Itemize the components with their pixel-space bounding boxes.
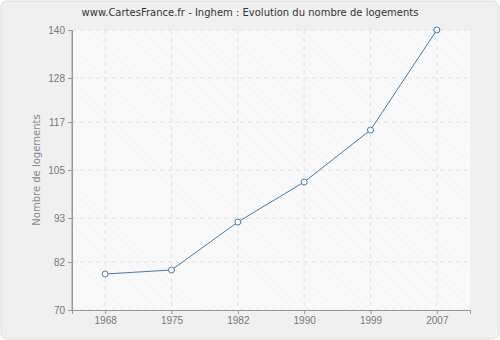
tick: 1968 (95, 310, 118, 326)
chart: 70 82 93 105 117 128 140 1968 1975 1982 1990 1999 20… (0, 0, 500, 340)
tick-mark (68, 262, 72, 263)
tick-mark (68, 122, 72, 123)
tick-mark (68, 310, 72, 311)
axis-line (68, 31, 73, 311)
marker (434, 27, 440, 33)
tick-label: 82 (54, 257, 66, 268)
grid-line (105, 30, 106, 310)
plot-area (72, 30, 470, 310)
tick-label: 93 (54, 213, 66, 224)
tick-label: 117 (49, 117, 65, 128)
background (1, 1, 499, 339)
tick-mark (68, 170, 72, 171)
marker (301, 179, 307, 185)
tick-label: 105 (48, 165, 65, 176)
grid (72, 30, 470, 310)
grid-line (237, 30, 238, 310)
axis-line (72, 30, 73, 310)
tick-label: 1975 (161, 315, 184, 326)
x-axis: 1968 1975 1982 1990 1999 2007 (73, 310, 471, 326)
tick-mark (172, 310, 173, 314)
series (102, 27, 440, 277)
tick: 70 (54, 305, 72, 316)
tick-mark (105, 310, 106, 314)
grid-line (370, 30, 371, 310)
tick-label: 70 (54, 305, 66, 316)
grid-line (72, 122, 470, 123)
line (105, 30, 437, 274)
tick-mark (304, 310, 305, 314)
grid-line (304, 30, 305, 310)
grid-line (72, 78, 470, 79)
tick: 1975 (161, 310, 184, 326)
tick-mark (68, 30, 72, 31)
grid-line (436, 30, 437, 310)
tick-mark (371, 310, 372, 314)
tick: 140 (48, 25, 72, 36)
tick: 1990 (294, 310, 317, 326)
tick-mark (437, 310, 438, 314)
marker (169, 267, 175, 273)
tick-label: 2007 (426, 315, 449, 326)
grid-line (72, 218, 470, 219)
title: www.CartesFrance.fr - Inghem : Evolution… (82, 7, 419, 18)
tick: 82 (54, 257, 72, 268)
tick-mark (68, 78, 72, 79)
y-axis-title: Nombre de logements (31, 114, 42, 225)
tick: 1999 (360, 310, 383, 326)
grid-line (72, 262, 470, 263)
tick-label: 1982 (227, 315, 250, 326)
marker (102, 271, 108, 277)
tick-label: 1999 (360, 315, 383, 326)
y-axis: 70 82 93 105 117 128 140 (48, 25, 72, 316)
tick-label: 1968 (95, 315, 118, 326)
tick: 128 (48, 73, 72, 84)
tick: 1982 (227, 310, 250, 326)
tick-mark (68, 218, 72, 219)
tick-label: 1990 (294, 315, 317, 326)
axis-line (73, 311, 471, 315)
tick: 2007 (426, 310, 449, 326)
tick-mark (238, 310, 239, 314)
tick: 117 (49, 117, 72, 128)
tick: 93 (54, 213, 72, 224)
tick-label: 140 (48, 25, 65, 36)
marker (368, 127, 374, 133)
tick-label: 128 (48, 73, 65, 84)
marker (235, 219, 241, 225)
tick: 105 (48, 165, 72, 176)
grid-line (72, 30, 470, 31)
grid-line (72, 170, 470, 171)
